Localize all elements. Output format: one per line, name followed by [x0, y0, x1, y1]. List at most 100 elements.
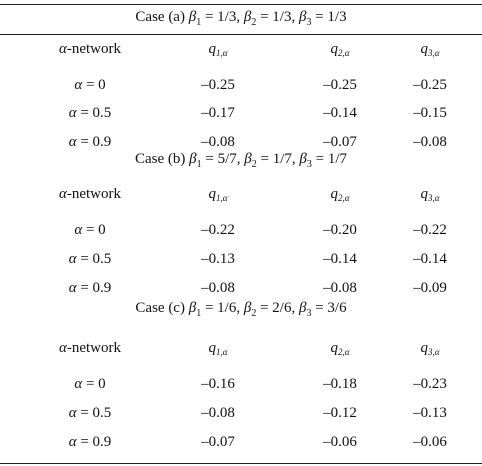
- alpha-value: 0.9: [92, 134, 112, 150]
- q-subscript: 1,α: [216, 193, 228, 203]
- beta-subscript: 3: [306, 159, 312, 170]
- alpha-symbol: α: [68, 105, 77, 121]
- beta-subscript: 2: [251, 17, 257, 28]
- row-label-text: -network: [66, 41, 122, 57]
- alpha-symbol: α: [58, 340, 67, 356]
- beta-symbol: β: [299, 151, 307, 167]
- alpha-value: 0.5: [92, 251, 112, 267]
- q-symbol: q: [330, 186, 339, 202]
- column-header-q3: q3,α: [380, 40, 480, 62]
- beta-symbol: β: [298, 300, 307, 316]
- table-cell-value: –0.15: [413, 105, 447, 121]
- alpha-symbol: α: [68, 134, 77, 150]
- alpha-value: 0: [98, 376, 106, 392]
- alpha-row-label: α = 0.9: [68, 434, 112, 450]
- q-subscript: 2,α: [338, 193, 350, 203]
- beta-subscript: 1: [196, 159, 202, 170]
- alpha-value: 0.5: [92, 105, 112, 121]
- column-header-q1: q1,α: [168, 339, 268, 361]
- table-cell-value: –0.06: [413, 434, 447, 450]
- column-header-q2: q2,α: [290, 40, 390, 62]
- table-cell-value: –0.23: [413, 376, 447, 392]
- alpha-row-label: α = 0: [74, 376, 106, 392]
- table-cell-value: –0.16: [201, 376, 235, 392]
- beta-value: 1/7: [272, 151, 292, 167]
- q-symbol: q: [208, 41, 217, 57]
- alpha-symbol: α: [58, 186, 67, 202]
- table-cell-value: –0.13: [413, 405, 447, 421]
- beta-symbol: β: [188, 300, 197, 316]
- table-cell-value: –0.17: [201, 105, 235, 121]
- beta-symbol: β: [188, 9, 197, 25]
- q-symbol: q: [208, 340, 217, 356]
- beta-value: 5/7: [217, 151, 237, 167]
- q-symbol: q: [330, 340, 339, 356]
- q-symbol: q: [330, 41, 339, 57]
- column-header-q1: q1,α: [168, 40, 268, 62]
- table-cell-value: –0.12: [323, 405, 357, 421]
- table-cell-value: –0.22: [201, 222, 235, 238]
- beta-value: 1/3: [327, 9, 347, 25]
- alpha-symbol: α: [74, 222, 83, 238]
- alpha-symbol: α: [58, 41, 67, 57]
- case-label: Case (b): [134, 151, 186, 167]
- beta-symbol: β: [244, 151, 252, 167]
- row-label-text: -network: [66, 340, 122, 356]
- alpha-row-label: α = 0.5: [68, 105, 112, 121]
- beta-symbol: β: [298, 9, 307, 25]
- case-caption: Case (b) β1 = 5/7, β2 = 1/7, β3 = 1/7: [134, 151, 348, 170]
- beta-subscript: 2: [251, 159, 257, 170]
- row-label-header: α-network: [20, 185, 160, 203]
- case-label: Case (a): [135, 9, 185, 25]
- table-cell-value: –0.22: [413, 222, 447, 238]
- table-cell-value: –0.08: [201, 405, 235, 421]
- row-label-header: α-network: [20, 40, 160, 58]
- case-caption: Case (c) β1 = 1/6, β2 = 2/6, β3 = 3/6: [135, 300, 347, 319]
- alpha-symbol: α: [74, 77, 83, 93]
- alpha-symbol: α: [68, 251, 77, 267]
- column-header-q1: q1,α: [168, 185, 268, 207]
- q-subscript: 1,α: [216, 48, 228, 58]
- alpha-value: 0: [98, 77, 106, 93]
- row-label-text: -network: [66, 186, 122, 202]
- row-label-header: α-network: [20, 339, 160, 357]
- table-cell-value: –0.14: [323, 251, 357, 267]
- beta-symbol: β: [243, 9, 252, 25]
- beta-value: 3/6: [327, 300, 347, 316]
- table-cell-value: –0.25: [413, 77, 447, 93]
- table-cell-value: –0.07: [323, 134, 357, 150]
- header-rule: [0, 34, 482, 35]
- alpha-symbol: α: [68, 405, 77, 421]
- q-symbol: q: [420, 41, 429, 57]
- beta-symbol: β: [189, 151, 197, 167]
- q-subscript: 3,α: [428, 347, 440, 357]
- alpha-row-label: α = 0.9: [68, 134, 112, 150]
- alpha-symbol: α: [74, 376, 83, 392]
- alpha-symbol: α: [68, 280, 77, 296]
- beta-value: 1/3: [272, 9, 292, 25]
- q-subscript: 2,α: [338, 347, 350, 357]
- beta-value: 1/3: [217, 9, 237, 25]
- column-header-q2: q2,α: [290, 339, 390, 361]
- alpha-row-label: α = 0: [74, 77, 106, 93]
- q-subscript: 3,α: [428, 193, 440, 203]
- q-subscript: 3,α: [428, 48, 440, 58]
- table-cell-value: –0.09: [413, 280, 447, 296]
- alpha-symbol: α: [68, 434, 77, 450]
- table-cell-value: –0.25: [323, 77, 357, 93]
- table-cell-value: –0.08: [323, 280, 357, 296]
- case-caption: Case (a) β1 = 1/3, β2 = 1/3, β3 = 1/3: [135, 9, 347, 28]
- beta-subscript: 3: [306, 17, 312, 28]
- q-symbol: q: [420, 186, 429, 202]
- beta-value: 1/7: [327, 151, 348, 167]
- table-cell-value: –0.06: [323, 434, 357, 450]
- alpha-row-label: α = 0.9: [68, 280, 112, 296]
- q-subscript: 1,α: [216, 347, 228, 357]
- q-subscript: 2,α: [338, 48, 350, 58]
- table-cell-value: –0.08: [201, 134, 235, 150]
- alpha-value: 0.5: [92, 405, 112, 421]
- table-cell-value: –0.20: [323, 222, 357, 238]
- beta-subscript: 1: [196, 17, 202, 28]
- table-cell-value: –0.08: [201, 280, 235, 296]
